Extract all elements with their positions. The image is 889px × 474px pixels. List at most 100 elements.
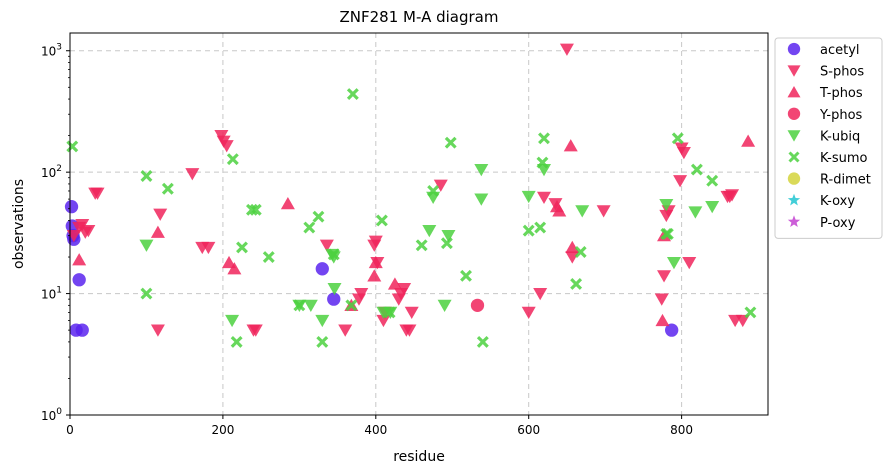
data-point [559,43,574,56]
data-point [659,199,674,212]
data-point [735,314,750,328]
x-tick-label: 400 [364,423,387,437]
data-point [230,335,243,348]
legend-marker [787,107,801,120]
data-point [470,298,485,312]
legend-label: R-dimet [820,173,871,188]
y-tick-label: 100 [41,407,62,423]
legend-label: K-sumo [820,151,868,166]
legend-label: Y-phos [819,108,863,123]
data-point [563,139,578,152]
data-point [315,262,329,276]
data-point [536,191,551,205]
data-point [326,251,341,264]
data-point [688,206,703,219]
data-point [565,251,580,264]
legend-marker [787,86,801,98]
data-point [226,153,239,166]
data-point [66,140,79,153]
data-point [741,134,756,147]
data-point [161,182,174,195]
data-point [575,205,590,218]
data-point [327,282,342,296]
data-point [404,306,419,320]
data-point [654,293,669,306]
data-point [383,306,396,319]
data-point [375,214,388,227]
data-point [565,240,580,254]
data-point [248,324,263,337]
legend: acetyl S-phos T-phos Y-phos K-ubiq K-sumo R-di… [774,37,883,239]
legend-label: acetyl [820,43,860,58]
data-point [140,287,153,300]
x-tick-label: 200 [211,423,234,437]
grid [70,33,768,415]
data-point [338,324,353,337]
data-point [427,185,440,197]
data-point [671,132,684,145]
data-point [441,230,456,243]
data-point [676,146,691,160]
data-point [64,199,79,214]
data-point [444,136,457,149]
data-point [150,324,165,337]
data-point [72,273,86,287]
data-point [354,287,369,301]
data-point [327,292,341,306]
data-point [153,208,168,221]
data-point [596,205,611,218]
data-point [327,248,340,261]
legend-marker [787,130,801,142]
legend-marker [788,151,800,163]
data-point [303,221,316,234]
data-point [367,269,382,282]
data-point [402,324,417,337]
legend-label: P-oxy [820,216,856,231]
axis-ticks: 0 200 400 600 800 100 101 102 103 [41,43,693,437]
data-point [368,235,383,248]
legend-label: K-ubiq [820,129,860,144]
data-point [570,278,583,290]
data-point [665,323,679,337]
legend-box [774,37,883,239]
data-point [368,255,383,269]
data-point [574,246,587,258]
legend-marker [787,172,801,185]
data-point [725,189,740,202]
legend-label: K-oxy [820,194,855,209]
y-tick-label: 103 [41,43,62,59]
data-point [422,225,437,238]
data-point [319,239,334,252]
data-point [682,256,697,270]
legend-marker [787,42,801,56]
data-point [673,175,688,188]
data-point [521,306,536,320]
data-point [150,225,165,238]
data-point [476,335,489,348]
data-point [376,314,391,328]
data-point [346,88,359,100]
data-point [185,168,200,181]
data-point [280,197,295,210]
data-point [661,227,674,240]
data-point [433,179,448,192]
x-tick-label: 800 [670,423,693,437]
data-point [225,314,240,328]
data-point [139,239,154,252]
data-point [345,299,358,312]
data-point [397,282,412,296]
legend-label: S-phos [820,65,864,80]
data-point [236,241,248,254]
data-point [474,163,489,177]
data-point [522,224,535,237]
chart-title: ZNF281 M-A diagram [340,8,499,26]
data-point [75,323,89,337]
data-point [293,299,306,312]
data-point [657,270,672,283]
x-tick-label: 600 [517,423,540,437]
data-point [81,225,96,238]
data-point [312,210,325,223]
data-point [222,255,237,269]
data-point [474,193,489,206]
